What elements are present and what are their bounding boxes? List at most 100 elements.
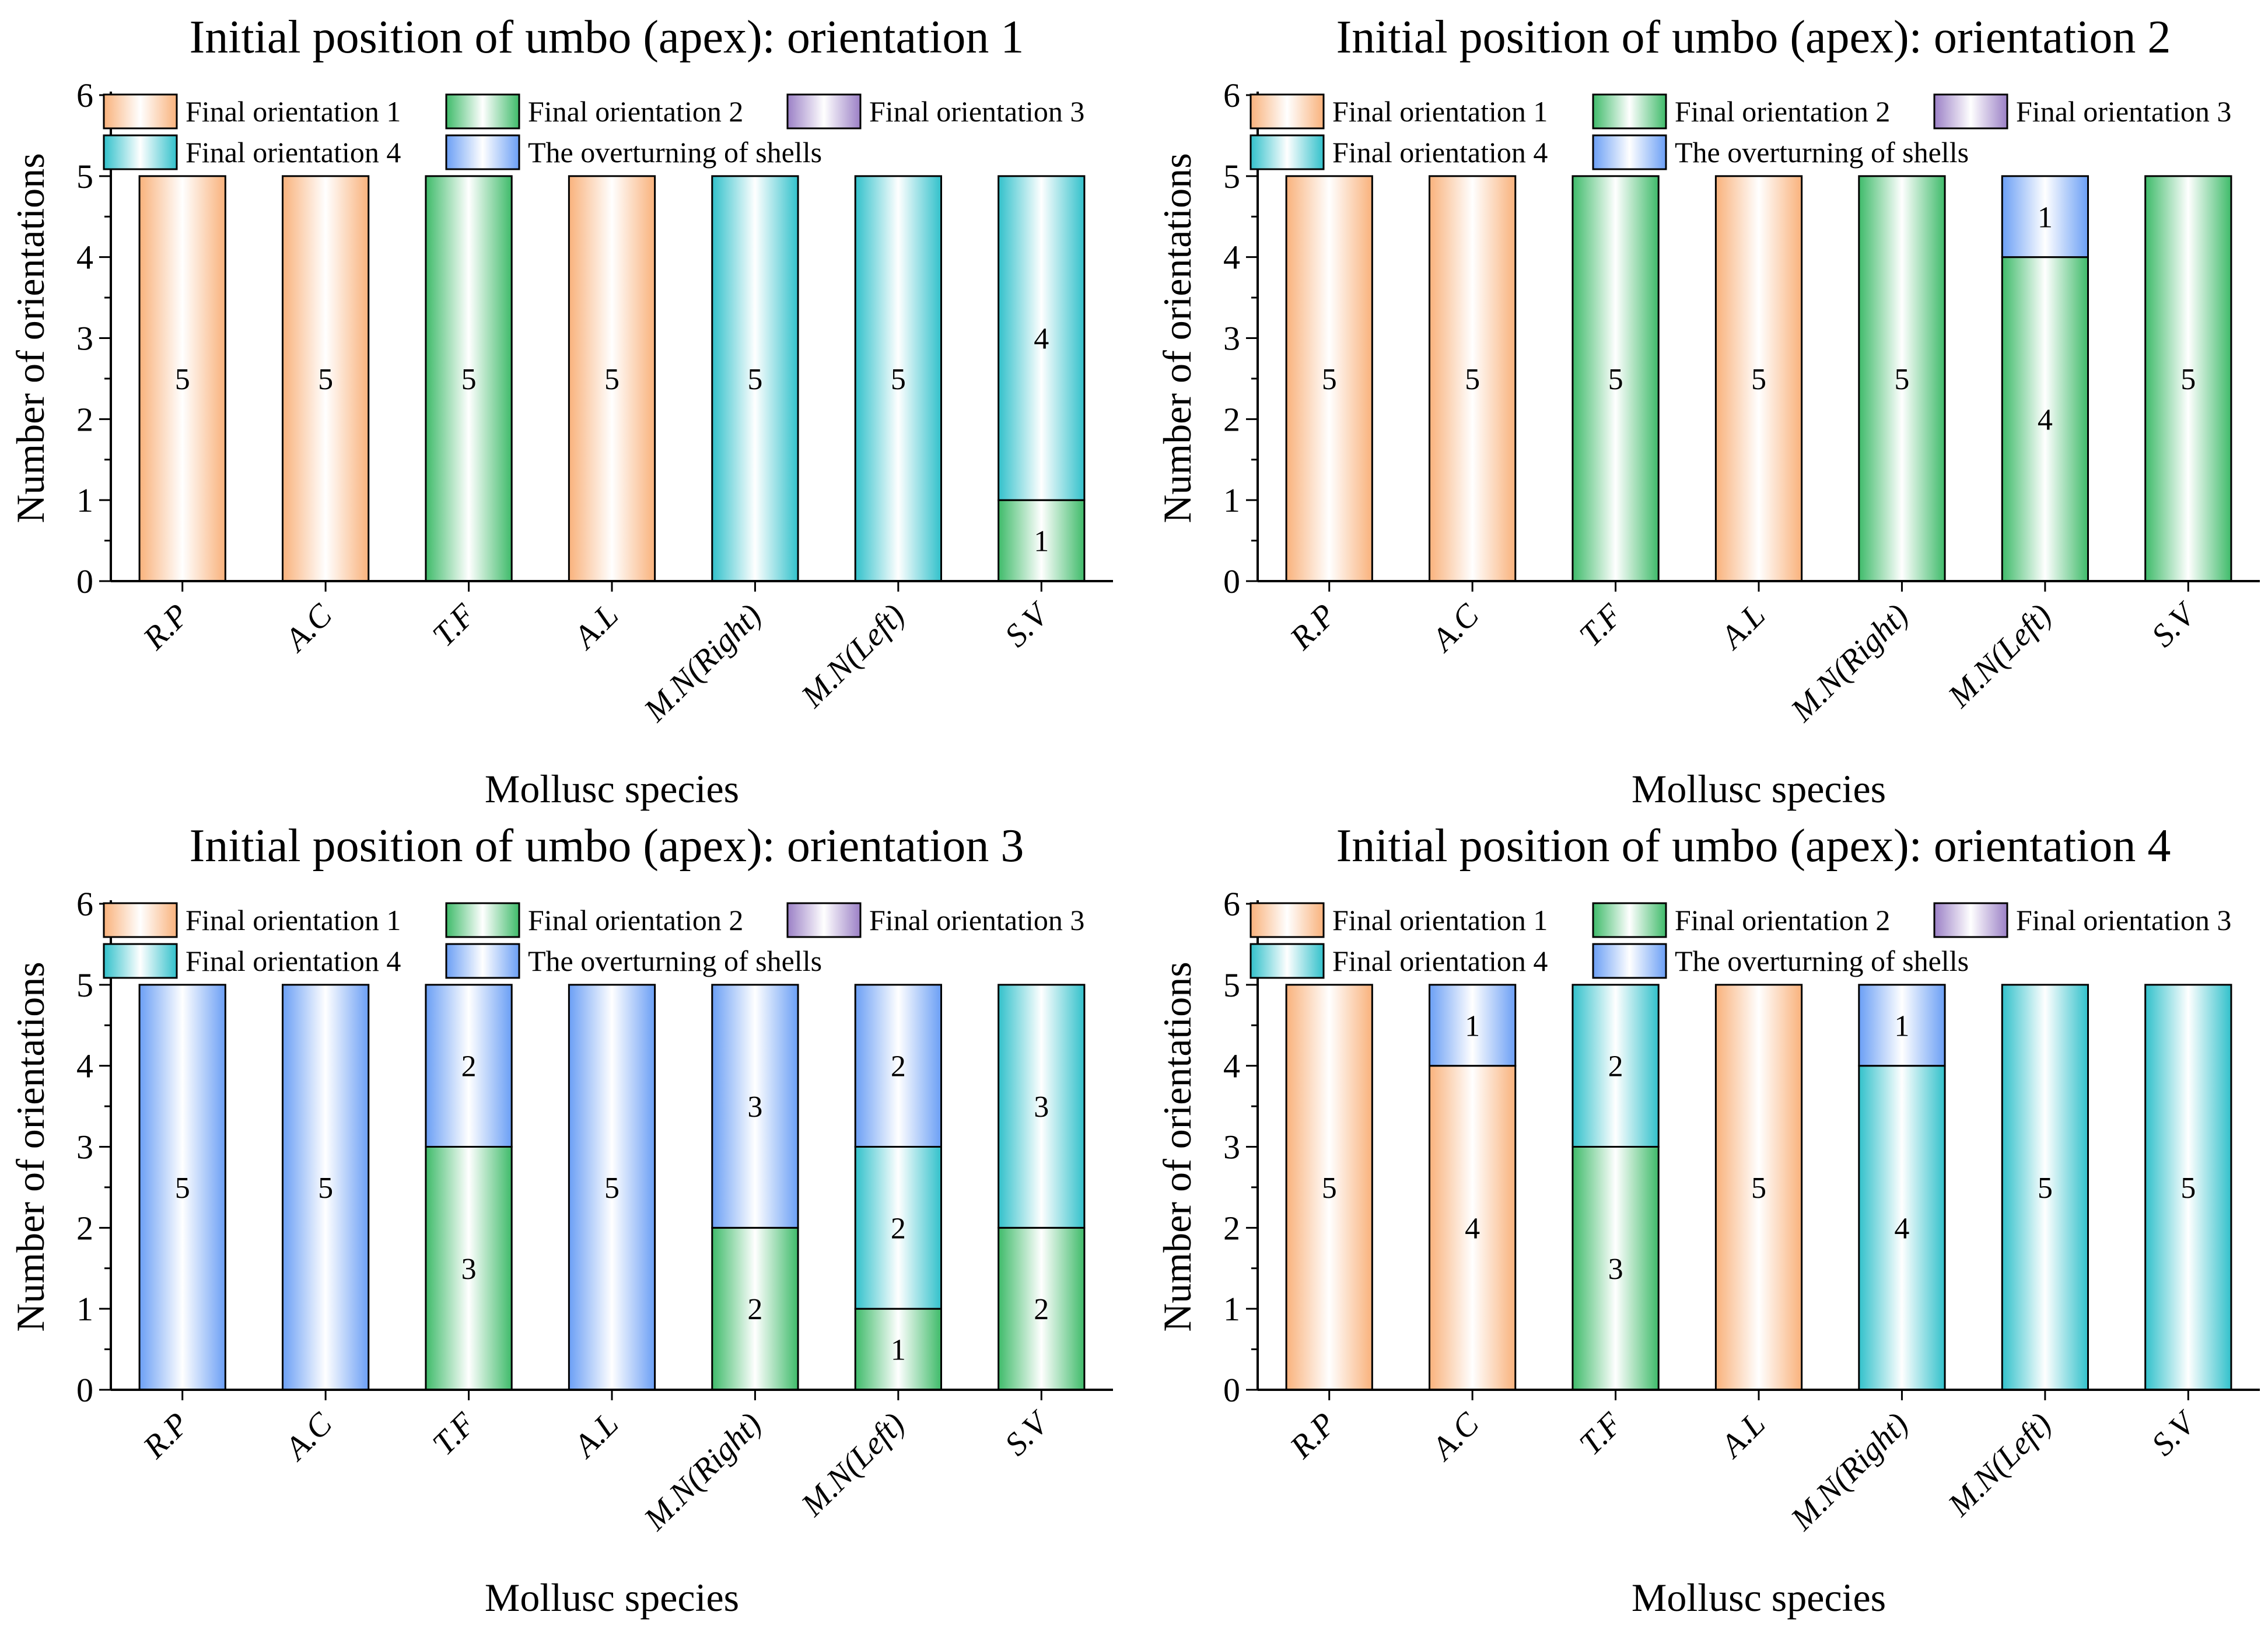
bar-value-label: 2 <box>747 1293 762 1326</box>
bar-value-label: 1 <box>1034 525 1049 558</box>
bar-segment-s-v-final-orientation-4 <box>998 984 1086 1229</box>
bar-segment-t-f-final-orientation-2 <box>425 175 513 582</box>
chart-panel-3: Initial position of umbo (apex): orienta… <box>8 820 1113 1620</box>
x-tick-label: M.N(Left) <box>794 1406 912 1523</box>
x-tick-label: M.N(Right) <box>1784 1406 1916 1537</box>
bar-segment-m-n-left-final-orientation-4 <box>854 175 942 582</box>
y-tick-label: 6 <box>76 76 93 114</box>
y-tick-label: 0 <box>76 562 93 600</box>
bar-segment-t-f-final-orientation-2 <box>1572 1146 1660 1391</box>
legend-swatch-final-orientation-3 <box>1933 902 2008 938</box>
legend-swatch-final-orientation-4 <box>1250 134 1325 170</box>
panel-title: Initial position of umbo (apex): orienta… <box>190 820 1024 872</box>
chart-panel-2: Initial position of umbo (apex): orienta… <box>1155 12 2260 811</box>
x-tick-label: A.L <box>565 597 625 657</box>
bar-segment-a-c-the-overturning-of-shells <box>1429 984 1517 1067</box>
y-tick-label: 6 <box>1223 76 1240 114</box>
x-tick-label: M.N(Right) <box>637 1406 769 1537</box>
y-tick-label: 5 <box>76 966 93 1004</box>
legend-label: The overturning of shells <box>528 945 822 977</box>
bar-segment-s-v-final-orientation-4 <box>998 175 1086 501</box>
bar-segment-m-n-left-the-overturning-of-shells <box>2001 175 2089 258</box>
legend-label: Final orientation 1 <box>1332 95 1548 128</box>
y-tick-label: 3 <box>76 320 93 358</box>
x-tick-label: S.V <box>2145 1403 2204 1463</box>
x-tick-label: S.V <box>998 595 1058 654</box>
x-axis-title: Mollusc species <box>485 767 739 811</box>
bar-value-label: 5 <box>891 363 906 396</box>
legend: Final orientation 1 Final orientation 2 Fi… <box>1250 902 2231 979</box>
legend-label: Final orientation 2 <box>528 95 743 128</box>
bar-segment-r-p-final-orientation-1 <box>138 175 226 582</box>
legend-swatch-the-overturning-of-shells <box>1592 134 1667 170</box>
legend-swatch-final-orientation-4 <box>103 943 178 979</box>
legend-swatch-the-overturning-of-shells <box>445 134 520 170</box>
bar-segment-m-n-right-final-orientation-2 <box>711 1226 799 1391</box>
x-tick-label: R.P <box>1283 1406 1343 1466</box>
x-tick-label: R.P <box>136 1406 196 1466</box>
panel-title: Initial position of umbo (apex): orienta… <box>1336 12 2171 63</box>
legend-label: Final orientation 4 <box>186 945 401 977</box>
legend-label: The overturning of shells <box>1675 136 1969 169</box>
legend-swatch-final-orientation-1 <box>1250 93 1325 130</box>
x-tick-label: T.F <box>1573 1406 1630 1463</box>
x-tick-label: A.L <box>1712 597 1772 657</box>
bar-segment-m-n-right-final-orientation-2 <box>1858 175 1946 582</box>
x-tick-label: A.C <box>1423 1406 1486 1469</box>
y-tick-label: 2 <box>76 1209 93 1247</box>
bar-value-label: 4 <box>1034 323 1049 356</box>
bar-value-label: 5 <box>604 1172 620 1205</box>
x-tick-label: A.C <box>276 597 340 660</box>
bar-value-label: 3 <box>461 1253 477 1286</box>
y-tick-label: 5 <box>1223 966 1240 1004</box>
bar-segment-t-f-final-orientation-4 <box>1572 984 1660 1148</box>
legend-label: Final orientation 1 <box>186 904 401 936</box>
legend-swatch-final-orientation-2 <box>1592 902 1667 938</box>
y-tick-label: 2 <box>76 400 93 438</box>
bar-segment-m-n-right-final-orientation-4 <box>711 175 799 582</box>
y-axis-title: Number of orientations <box>8 962 52 1332</box>
bar-value-label: 2 <box>891 1050 906 1083</box>
y-tick-label: 6 <box>1223 885 1240 923</box>
bar-value-label: 5 <box>747 363 762 396</box>
y-tick-label: 4 <box>76 239 93 277</box>
x-tick-label: R.P <box>136 597 196 657</box>
x-tick-label: T.F <box>426 1406 483 1463</box>
legend-label: Final orientation 4 <box>186 136 401 169</box>
bar-value-label: 5 <box>1751 363 1766 396</box>
x-tick-label: T.F <box>426 597 483 654</box>
bar-value-label: 4 <box>1465 1212 1480 1245</box>
bar-value-label: 5 <box>175 363 190 396</box>
y-tick-label: 1 <box>76 1290 93 1328</box>
chart-panel-1: Initial position of umbo (apex): orienta… <box>8 12 1113 811</box>
bar-value-label: 3 <box>1608 1253 1623 1286</box>
x-tick-label: A.L <box>1712 1406 1772 1466</box>
y-tick-label: 5 <box>76 158 93 195</box>
legend-label: Final orientation 1 <box>1332 904 1548 936</box>
legend-label: The overturning of shells <box>528 136 822 169</box>
legend-swatch-final-orientation-4 <box>103 134 178 170</box>
bar-value-label: 4 <box>2038 403 2053 436</box>
y-axis-title: Number of orientations <box>1155 153 1199 523</box>
y-tick-label: 3 <box>1223 1128 1240 1166</box>
x-tick-label: A.C <box>276 1406 340 1469</box>
bar-segment-m-n-left-final-orientation-4 <box>854 1146 942 1310</box>
legend-label: The overturning of shells <box>1675 945 1969 977</box>
legend-label: Final orientation 3 <box>2016 904 2231 936</box>
legend-swatch-final-orientation-2 <box>445 93 520 130</box>
bar-segment-a-c-the-overturning-of-shells <box>282 984 370 1391</box>
bar-value-label: 5 <box>1322 363 1337 396</box>
bar-value-label: 5 <box>604 363 620 396</box>
legend-swatch-final-orientation-1 <box>103 93 178 130</box>
x-tick-label: S.V <box>998 1403 1058 1463</box>
legend-label: Final orientation 2 <box>528 904 743 936</box>
y-tick-label: 4 <box>1223 239 1240 277</box>
bar-value-label: 5 <box>1322 1172 1337 1205</box>
bar-value-label: 5 <box>1751 1172 1766 1205</box>
legend-swatch-final-orientation-3 <box>786 902 862 938</box>
y-tick-label: 3 <box>1223 320 1240 358</box>
x-tick-label: M.N(Left) <box>1941 597 2059 715</box>
legend: Final orientation 1 Final orientation 2 Fi… <box>103 93 1084 170</box>
bar-value-label: 2 <box>461 1050 477 1083</box>
bar-value-label: 5 <box>175 1172 190 1205</box>
